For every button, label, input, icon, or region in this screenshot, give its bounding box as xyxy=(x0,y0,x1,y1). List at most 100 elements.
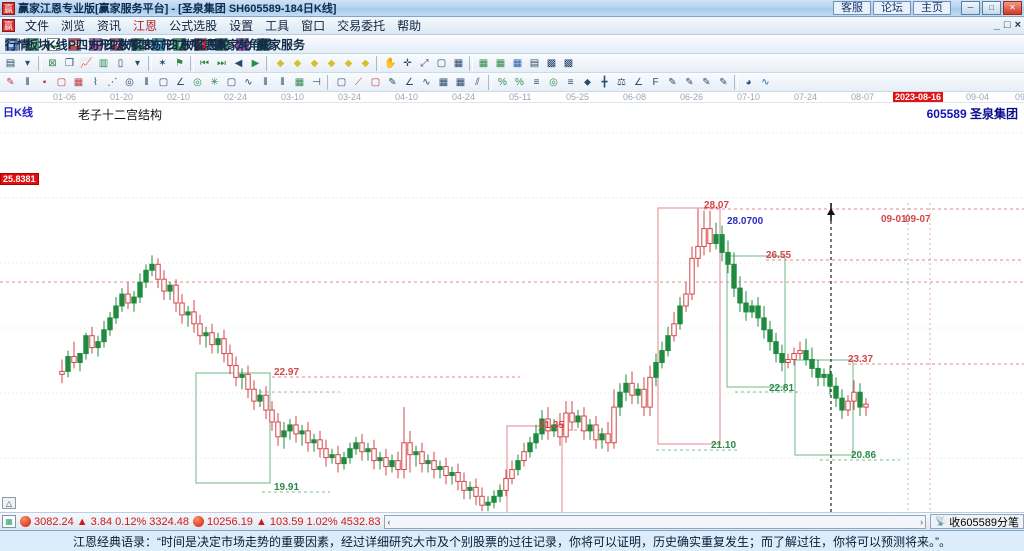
gann-fan-icon[interactable]: ▪ xyxy=(42,76,47,88)
menu-item-formula[interactable]: 公式选股 xyxy=(169,19,218,33)
magic-wand-icon[interactable]: ✶ xyxy=(158,57,167,69)
gann-box-icon[interactable]: ▢ xyxy=(56,76,67,88)
wave-n-icon[interactable]: ∿ xyxy=(244,76,253,88)
pie-color-icon[interactable]: ◕ xyxy=(745,76,752,88)
export-table-icon[interactable]: ▦ xyxy=(478,57,489,69)
diamond-6-icon[interactable]: ◆ xyxy=(361,57,370,69)
copy-icon[interactable]: ❐ xyxy=(65,57,74,69)
save-disk-icon[interactable]: ▤ xyxy=(529,57,540,69)
grid-icon[interactable]: ▦ xyxy=(2,515,16,528)
box-pen-icon[interactable]: ✎ xyxy=(388,76,397,88)
feature-button-p-number-table[interactable]: PN P数字表 xyxy=(108,37,154,52)
mdi-minimize-button[interactable]: _ xyxy=(993,19,1000,31)
hi-lo-icon[interactable]: ⊣ xyxy=(312,76,321,88)
bar-chart-icon[interactable]: ▥ xyxy=(98,57,109,69)
feature-button-p9-square[interactable]: P9 9P四方形 xyxy=(87,37,140,52)
diamond-4-icon[interactable]: ◆ xyxy=(327,57,336,69)
square-n2-icon[interactable]: ▢ xyxy=(158,76,169,88)
triangle-toggle-icon[interactable]: △ xyxy=(2,497,16,509)
pct-sign-icon[interactable]: % xyxy=(515,76,524,88)
scroll-left-arrow[interactable]: ‹ xyxy=(387,516,391,527)
index-sz[interactable]: 10256.19 ▲ 103.59 1.02% 4532.83 xyxy=(193,516,380,528)
net-grid-icon[interactable]: ▦ xyxy=(294,76,305,88)
slope-icon[interactable]: ∠ xyxy=(634,76,643,88)
minimize-button[interactable]: ─ xyxy=(961,1,980,15)
wave-v-icon[interactable]: ∿ xyxy=(422,76,431,88)
drop-icon[interactable]: ⬥ xyxy=(584,76,591,88)
menu-item-browse[interactable]: 浏览 xyxy=(61,19,86,33)
close-button[interactable]: ✕ xyxy=(1003,1,1022,15)
gann-grid-icon[interactable]: ▦ xyxy=(73,76,84,88)
maximize-button[interactable]: □ xyxy=(982,1,1001,15)
menu-item-gann[interactable]: 江恩 xyxy=(133,19,158,33)
circle-arc-icon[interactable]: ◎ xyxy=(125,76,134,88)
feature-button-kline[interactable]: ▂ K线 xyxy=(45,37,68,52)
customer-service-link[interactable]: 客服 xyxy=(833,1,871,15)
menu-item-settings[interactable]: 设置 xyxy=(229,19,254,33)
diamond-1-icon[interactable]: ◆ xyxy=(276,57,285,69)
nav-next-icon[interactable]: ▶ xyxy=(251,57,260,69)
menu-item-window[interactable]: 窗口 xyxy=(301,19,326,33)
frame-icon[interactable]: ▢ xyxy=(436,57,447,69)
grid-table2-icon[interactable]: ▦ xyxy=(455,76,466,88)
fork-lines-icon[interactable]: ⫴ xyxy=(25,76,30,88)
ray-red-icon[interactable]: ⟋ xyxy=(355,76,362,88)
menu-item-file[interactable]: 文件 xyxy=(25,19,50,33)
network2-icon[interactable]: ▩ xyxy=(563,57,574,69)
speed-line-icon[interactable]: ⋰ xyxy=(107,76,118,88)
feature-button-t-square[interactable]: TS T四方形 xyxy=(129,37,174,52)
circle-at-icon[interactable]: ◎ xyxy=(549,76,558,88)
balance-icon[interactable]: ⚖ xyxy=(617,76,626,88)
mdi-restore-button[interactable]: □ xyxy=(1003,19,1011,31)
feature-button-sector-blocks[interactable]: ▣ 板块 xyxy=(24,37,50,52)
parallel-icon[interactable]: ⫽ xyxy=(475,76,480,88)
candle-single-icon[interactable]: ▯ xyxy=(117,57,124,69)
feature-button-gann-wheel[interactable]: ◎ 江恩轮 xyxy=(192,37,230,52)
level-line-icon[interactable]: ≡ xyxy=(533,76,540,88)
diamond-2-icon[interactable]: ◆ xyxy=(293,57,302,69)
status-scrollbar[interactable]: ‹ › xyxy=(384,514,927,529)
nav-last-icon[interactable]: ⏭ xyxy=(217,57,226,69)
diamond-3-icon[interactable]: ◆ xyxy=(310,57,319,69)
nav-prev-icon[interactable]: ◀ xyxy=(234,57,243,69)
ticker-status[interactable]: 📡 收605589分笔 xyxy=(930,514,1024,529)
table-blue-icon[interactable]: ▦ xyxy=(512,57,523,69)
homepage-link[interactable]: 主页 xyxy=(913,1,951,15)
feature-button-grid-quote[interactable]: ▦ 行情 xyxy=(3,37,29,52)
brush3-icon[interactable]: ✎ xyxy=(702,76,711,88)
feature-button-winner-service[interactable]: $ 赢家服务 xyxy=(255,37,305,52)
brush-icon[interactable]: ✎ xyxy=(668,76,677,88)
trend-draw-icon[interactable]: ⤢ xyxy=(420,57,429,69)
box-shade-icon[interactable]: ▢ xyxy=(226,76,237,88)
level2-icon[interactable]: ≡ xyxy=(567,76,574,88)
feature-button-winner-wheel[interactable]: ◎ 赢家轮 xyxy=(213,37,251,52)
forum-link[interactable]: 论坛 xyxy=(873,1,911,15)
brush2-icon[interactable]: ✎ xyxy=(685,76,694,88)
feature-button-hexagon[interactable]: ◎ 六角形 xyxy=(234,37,272,52)
globe-grid-icon[interactable]: ▦ xyxy=(453,57,464,69)
feature-button-t-number-table[interactable]: TN T数字表 xyxy=(171,37,216,52)
diamond-5-icon[interactable]: ◆ xyxy=(344,57,353,69)
dropdown-arrow-icon2[interactable]: ▾ xyxy=(134,57,141,69)
network-icon[interactable]: ▩ xyxy=(546,57,557,69)
line-chart-icon[interactable]: 📈 xyxy=(80,57,93,69)
angle-up-icon[interactable]: ∠ xyxy=(405,76,414,88)
calendar-day-icon[interactable]: ▤ xyxy=(5,57,16,69)
multi-bars2-icon[interactable]: ⦀ xyxy=(280,76,285,88)
index-sh[interactable]: 3082.24 ▲ 3.84 0.12% 3324.48 xyxy=(20,516,189,528)
grid-table-icon[interactable]: ▦ xyxy=(438,76,449,88)
fe-icon[interactable]: F xyxy=(652,76,659,88)
nav-first-icon[interactable]: ⏮ xyxy=(200,57,209,69)
feature-button-p-square[interactable]: PS P四方形 xyxy=(66,37,112,52)
percent-chan-icon[interactable]: % xyxy=(498,76,507,88)
dropdown-arrow-icon[interactable]: ▾ xyxy=(24,57,31,69)
menu-item-news[interactable]: 资讯 xyxy=(97,19,122,33)
crosshair-plus-icon[interactable]: ✛ xyxy=(403,57,412,69)
table-green-icon[interactable]: ▦ xyxy=(495,57,506,69)
curve-icon[interactable]: ⌇ xyxy=(93,76,98,88)
crosshair-target-icon[interactable]: ⊠ xyxy=(48,57,57,69)
multi-bars-icon[interactable]: ⦀ xyxy=(263,76,268,88)
pen-red-icon[interactable]: ✎ xyxy=(6,76,15,88)
wave-blue-icon[interactable]: ∿ xyxy=(761,76,770,88)
chart-canvas[interactable]: 01-06 01-20 02-10 02-24 03-10 03-24 04-10 04-24… xyxy=(0,92,1024,512)
